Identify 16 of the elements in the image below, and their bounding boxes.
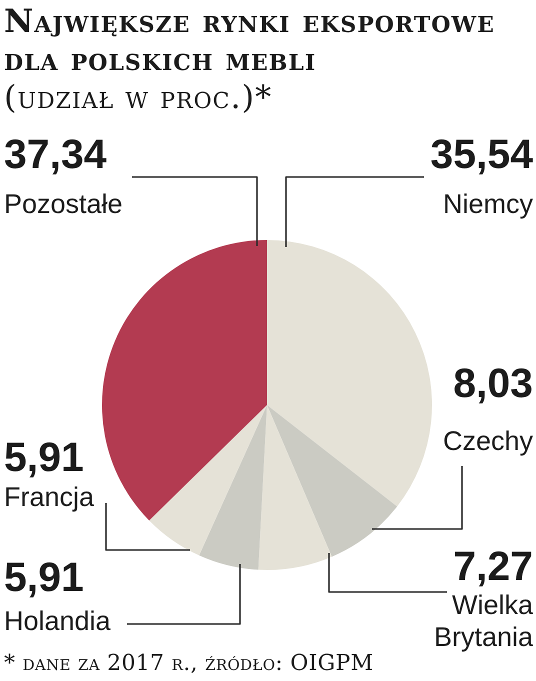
data-label: 5,91 — [4, 434, 84, 480]
data-label: 5,91 — [4, 554, 84, 600]
data-label: 37,34 — [4, 131, 107, 177]
slice-label: Niemcy — [442, 189, 534, 219]
text: * dane za 2017 r., źródło: OIGPM — [4, 651, 374, 676]
data-label: 8,03 — [453, 360, 533, 406]
slice-label: Francja — [4, 482, 96, 512]
data-label: 35,54 — [430, 131, 534, 177]
slice-label: Holandia — [4, 606, 112, 636]
pie-slice — [102, 240, 267, 520]
slice-label: Wielka Brytania — [434, 590, 534, 652]
slice-label: Pozostałe — [4, 189, 123, 219]
chart-subtitle: (udział w proc.)* — [4, 78, 272, 116]
data-label: 7,27 — [453, 543, 533, 589]
chart-title: Największe rynki eksportowe dla polskich mebli — [4, 2, 496, 78]
slice-label: Czechy — [442, 426, 534, 456]
